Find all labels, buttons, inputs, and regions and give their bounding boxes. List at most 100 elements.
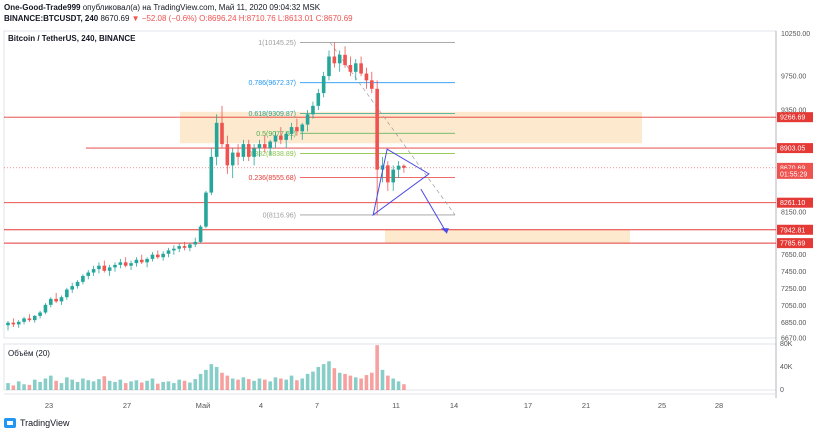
volume-bar: [263, 379, 267, 390]
time-tick: 7: [315, 401, 319, 410]
fib-label: 0.618(9309.87): [249, 111, 296, 118]
candle-body: [209, 156, 214, 193]
time-tick: 14: [450, 401, 458, 410]
candle-body: [391, 169, 395, 183]
candle-body: [97, 265, 101, 270]
candle-body: [337, 54, 342, 64]
volume-bar: [236, 379, 240, 390]
candle-body: [348, 65, 353, 72]
volume-bar: [209, 364, 214, 390]
volume-bar: [343, 373, 347, 390]
candle-body: [166, 250, 171, 254]
volume-bar: [145, 380, 149, 390]
volume-bar: [22, 384, 26, 390]
time-tick: Май: [196, 401, 211, 410]
candle-body: [220, 122, 224, 145]
volume-bar: [193, 379, 198, 390]
volume-bar: [370, 372, 374, 390]
candle-body: [22, 318, 26, 322]
candle-body: [198, 226, 203, 242]
candle-body: [81, 275, 85, 282]
volume-bar: [380, 369, 385, 390]
candle-body: [321, 76, 326, 94]
volume-bar: [6, 383, 10, 390]
candle-body: [156, 254, 160, 258]
candle-body: [134, 259, 139, 264]
candle-body: [11, 322, 16, 325]
fib-label: 0.5(9077.61): [256, 131, 296, 138]
candle-body: [332, 56, 337, 64]
candle-body: [86, 272, 91, 276]
author-name[interactable]: One-Good-Trade999: [4, 3, 81, 12]
candle-body: [305, 114, 310, 125]
price-label-box: [777, 143, 813, 154]
volume-bar: [118, 379, 123, 390]
candle-body: [27, 318, 32, 321]
candle-body: [123, 262, 128, 266]
footer: TradingView: [4, 418, 70, 428]
candle-body: [6, 322, 10, 326]
time-tick: 11: [392, 401, 400, 410]
price-change: ▼ −52.08 (−0.6%): [131, 14, 197, 23]
volume-bar: [97, 379, 101, 390]
candle-body: [289, 127, 294, 134]
price-tick: 6850.00: [781, 320, 806, 327]
volume-bar: [156, 383, 160, 390]
candle-body: [236, 152, 240, 157]
volume-bar: [241, 377, 246, 390]
volume-bar: [220, 372, 224, 390]
candle-body: [263, 144, 267, 149]
volume-bar: [38, 381, 42, 390]
candle-body: [300, 124, 305, 132]
volume-bar: [134, 380, 139, 390]
candle-body: [246, 144, 251, 157]
chart-frame[interactable]: 1(10145.25) 0.786(9672.37) 0.618(9309.87) 0…: [0, 26, 820, 416]
price-label-text: 7785.69: [780, 241, 805, 248]
candle-body: [273, 135, 278, 142]
volume-tick: 80K: [780, 341, 793, 348]
candle-body: [139, 259, 144, 263]
candle-body: [75, 281, 80, 287]
time-tick: 21: [582, 401, 590, 410]
volume-bar: [268, 381, 272, 390]
volume-bar: [166, 381, 171, 390]
volume-bar: [273, 377, 278, 390]
candle-body: [359, 63, 363, 74]
volume-bar: [284, 379, 288, 390]
candle-body: [327, 56, 331, 77]
volume-bar: [172, 383, 176, 390]
volume-tick: 0: [780, 387, 784, 394]
tradingview-logo-icon: [4, 418, 16, 428]
candle-body: [364, 73, 369, 81]
volume-bar: [75, 381, 80, 390]
volume-bar: [230, 378, 235, 390]
volume-bar: [81, 378, 85, 390]
ohlc-values: O:8696.24 H:8710.76 L:8613.01 C:8670.69: [199, 14, 353, 23]
volume-bar: [321, 364, 326, 390]
footer-brand[interactable]: TradingView: [20, 418, 70, 428]
header-line-2: BINANCE:BTCUSDT, 240 8670.69 ▼ −52.08 (−…: [4, 14, 353, 23]
volume-bar: [129, 381, 133, 390]
volume-bar: [332, 368, 337, 390]
volume-bar: [289, 375, 294, 390]
volume-bar: [402, 384, 406, 390]
arrow-head: [440, 228, 449, 234]
candle-body: [370, 80, 374, 89]
candle-body: [193, 241, 198, 245]
price-tick: 7050.00: [781, 303, 806, 310]
price-label-text: 8670.69: [780, 165, 805, 172]
candle-body: [225, 144, 230, 166]
volume-bar: [204, 369, 208, 390]
candle-body: [32, 315, 37, 321]
volume-bar: [375, 345, 379, 390]
candle-body: [129, 263, 133, 266]
time-tick: 4: [259, 401, 263, 410]
price-label-text: 8903.05: [780, 146, 805, 153]
chart-svg[interactable]: 1(10145.25) 0.786(9672.37) 0.618(9309.87) 0…: [0, 26, 820, 416]
fib-label: 0.236(8555.68): [249, 175, 296, 182]
volume-bar: [59, 383, 64, 390]
volume-bar: [150, 378, 155, 390]
candle-body: [91, 269, 96, 273]
price-pane[interactable]: [3, 30, 777, 339]
candle-body: [182, 246, 187, 248]
